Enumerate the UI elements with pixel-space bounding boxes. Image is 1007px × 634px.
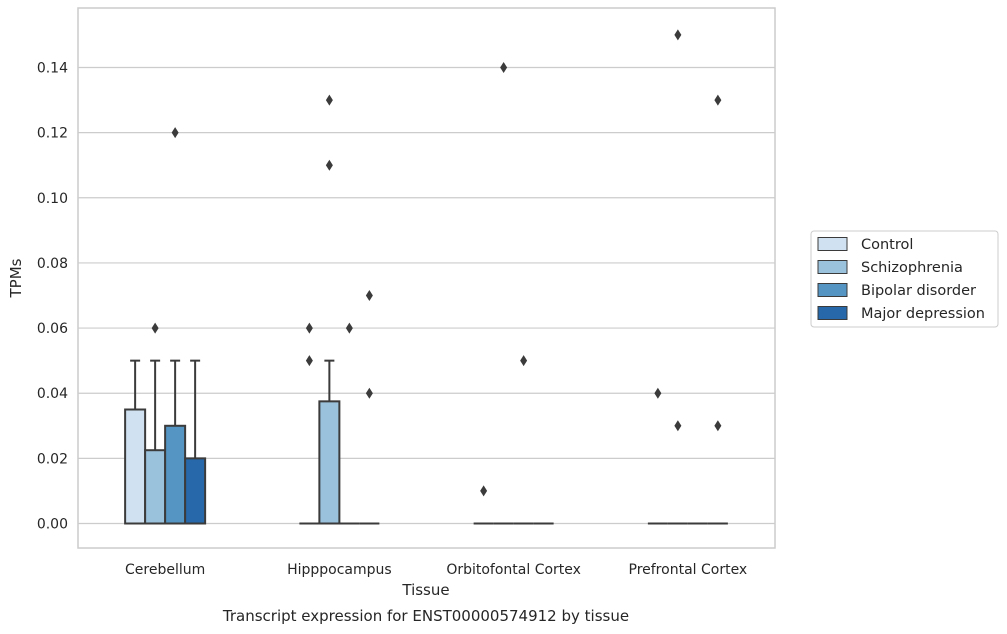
legend-label: Schizophrenia [861, 260, 963, 276]
box-group [647, 387, 668, 525]
y-tick-label: 0.08 [37, 256, 68, 272]
y-tick-label: 0.00 [37, 517, 68, 533]
outlier-point [480, 485, 488, 497]
legend-label: Major depression [861, 306, 985, 322]
y-tick-label: 0.02 [37, 451, 68, 467]
y-axis-label: TPMs [7, 258, 25, 298]
boxes-layer [124, 29, 728, 525]
box-group [124, 359, 147, 525]
x-tick-label: Orbitofontal Cortex [446, 562, 581, 578]
box-group [707, 94, 728, 525]
box-group [473, 485, 494, 525]
box [164, 424, 187, 525]
x-tick-label: Hipppocampus [287, 562, 392, 578]
outlier-point [151, 322, 159, 334]
legend-swatch [817, 306, 848, 320]
y-tick-label: 0.04 [37, 386, 68, 402]
outlier-point [171, 127, 179, 139]
plot-frame [77, 7, 776, 549]
legend-swatch [817, 283, 848, 297]
outlier-point [500, 62, 508, 73]
y-tick-label: 0.12 [37, 126, 68, 142]
outlier-point [714, 420, 722, 432]
outlier-point [365, 387, 373, 399]
box [184, 457, 207, 525]
box-group [339, 322, 360, 525]
box-group [359, 290, 380, 525]
outlier-point [714, 94, 722, 106]
x-tick-labels: Cerebellum Hipppocampus Orbitofontal Corte… [125, 562, 747, 578]
box-group [667, 29, 688, 525]
x-tick-label: Prefrontal Cortex [629, 562, 748, 578]
outlier-point [365, 290, 373, 301]
outlier-point [305, 322, 313, 334]
outlier-point [674, 420, 682, 432]
outlier-point [325, 94, 333, 106]
box-group [318, 94, 341, 525]
legend-label: Bipolar disorder [861, 283, 976, 299]
box-group [513, 355, 534, 525]
outlier-point [674, 29, 682, 41]
y-tick-label: 0.14 [37, 61, 68, 77]
outlier-point [520, 355, 528, 367]
legend-frame [810, 230, 999, 328]
legend-label: Control [861, 237, 913, 253]
chart-caption: Transcript expression for ENST0000057491… [222, 607, 629, 625]
y-tick-label: 0.06 [37, 321, 68, 337]
box-group [144, 322, 167, 525]
box-group [493, 62, 514, 525]
outlier-point [654, 387, 662, 399]
box [318, 400, 341, 525]
legend-swatch [817, 260, 848, 274]
y-tick-label: 0.10 [37, 191, 68, 207]
x-tick-label: Cerebellum [125, 562, 205, 578]
box-group [184, 359, 207, 525]
box [144, 449, 167, 525]
outlier-point [305, 355, 313, 367]
legend: Control Schizophrenia Bipolar disorder Majo… [810, 230, 999, 328]
box [124, 408, 147, 525]
legend-swatch [817, 237, 848, 251]
x-axis-label: Tissue [401, 581, 449, 599]
box-group [299, 322, 320, 525]
outlier-point [325, 159, 333, 171]
outlier-point [345, 322, 353, 334]
y-tick-labels: 0.00 0.02 0.04 0.06 0.08 0.10 0.12 0.14 [37, 61, 68, 533]
